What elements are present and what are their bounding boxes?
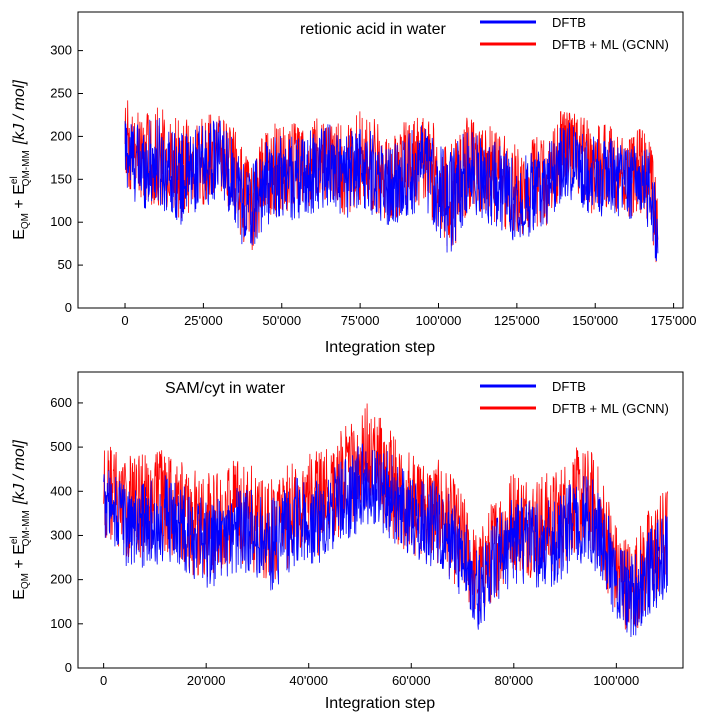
- x-tick-label: 175'000: [651, 313, 697, 328]
- series-line-dftb: [124, 117, 659, 262]
- y-tick-label: 500: [50, 439, 72, 454]
- x-tick-label: 100'000: [593, 673, 639, 688]
- series-group: [103, 403, 669, 637]
- series-group: [124, 100, 659, 263]
- y-tick-label: 400: [50, 483, 72, 498]
- chart-panel-retinoic-acid: 0 25'000 50'000 75'000 100'000 125'000 150'000…: [9, 11, 697, 356]
- plot-frame: [77, 11, 684, 309]
- panel-annotation: retionic acid in water: [300, 21, 447, 38]
- x-tick-label: 75'000: [341, 313, 380, 328]
- x-tick-label: 25'000: [184, 313, 223, 328]
- y-tick-label: 300: [50, 43, 72, 58]
- x-tick-label: 60'000: [392, 673, 431, 688]
- x-tick-label: 150'000: [572, 313, 618, 328]
- x-tick-label: 20'000: [187, 673, 226, 688]
- plot-frame: [77, 371, 684, 669]
- y-tick-label: 0: [65, 300, 72, 315]
- legend-label-dftb: DFTB: [552, 379, 586, 394]
- y-tick-label: 600: [50, 395, 72, 410]
- legend: DFTB DFTB + ML (GCNN): [480, 379, 669, 416]
- x-tick-label: 100'000: [416, 313, 462, 328]
- legend-label-ml: DFTB + ML (GCNN): [552, 401, 669, 416]
- x-tick-label: 0: [100, 673, 107, 688]
- y-axis-title: EQM + EelQM-MM[kJ / mol]: [9, 440, 32, 600]
- y-tick-label: 100: [50, 214, 72, 229]
- x-tick-label: 40'000: [289, 673, 328, 688]
- x-tick-label: 125'000: [494, 313, 540, 328]
- tick-group: 0 25'000 50'000 75'000 100'000 125'000 150'000…: [50, 43, 696, 328]
- x-tick-label: 50'000: [262, 313, 301, 328]
- y-tick-label: 300: [50, 527, 72, 542]
- y-tick-label: 250: [50, 86, 72, 101]
- x-tick-label: 80'000: [494, 673, 533, 688]
- legend-label-ml: DFTB + ML (GCNN): [552, 37, 669, 52]
- legend-label-dftb: DFTB: [552, 15, 586, 30]
- panel-annotation: SAM/cyt in water: [165, 380, 286, 397]
- x-axis-title: Integration step: [325, 339, 435, 356]
- x-tick-label: 0: [121, 313, 128, 328]
- x-axis-title: Integration step: [325, 695, 435, 712]
- y-axis-title: EQM + EelQM-MM[kJ / mol]: [9, 80, 32, 240]
- y-tick-label: 150: [50, 171, 72, 186]
- y-tick-label: 100: [50, 616, 72, 631]
- legend: DFTB DFTB + ML (GCNN): [480, 15, 669, 52]
- chart-panel-sam-cyt: 0 20'000 40'000 60'000 80'000 100'000 0 100 200 3…: [9, 371, 684, 712]
- tick-group: 0 20'000 40'000 60'000 80'000 100'000 0 100 200 3…: [50, 395, 639, 688]
- y-tick-label: 0: [65, 660, 72, 675]
- y-tick-label: 200: [50, 572, 72, 587]
- series-line-dftb: [103, 443, 669, 637]
- y-tick-label: 50: [58, 257, 72, 272]
- y-tick-label: 200: [50, 128, 72, 143]
